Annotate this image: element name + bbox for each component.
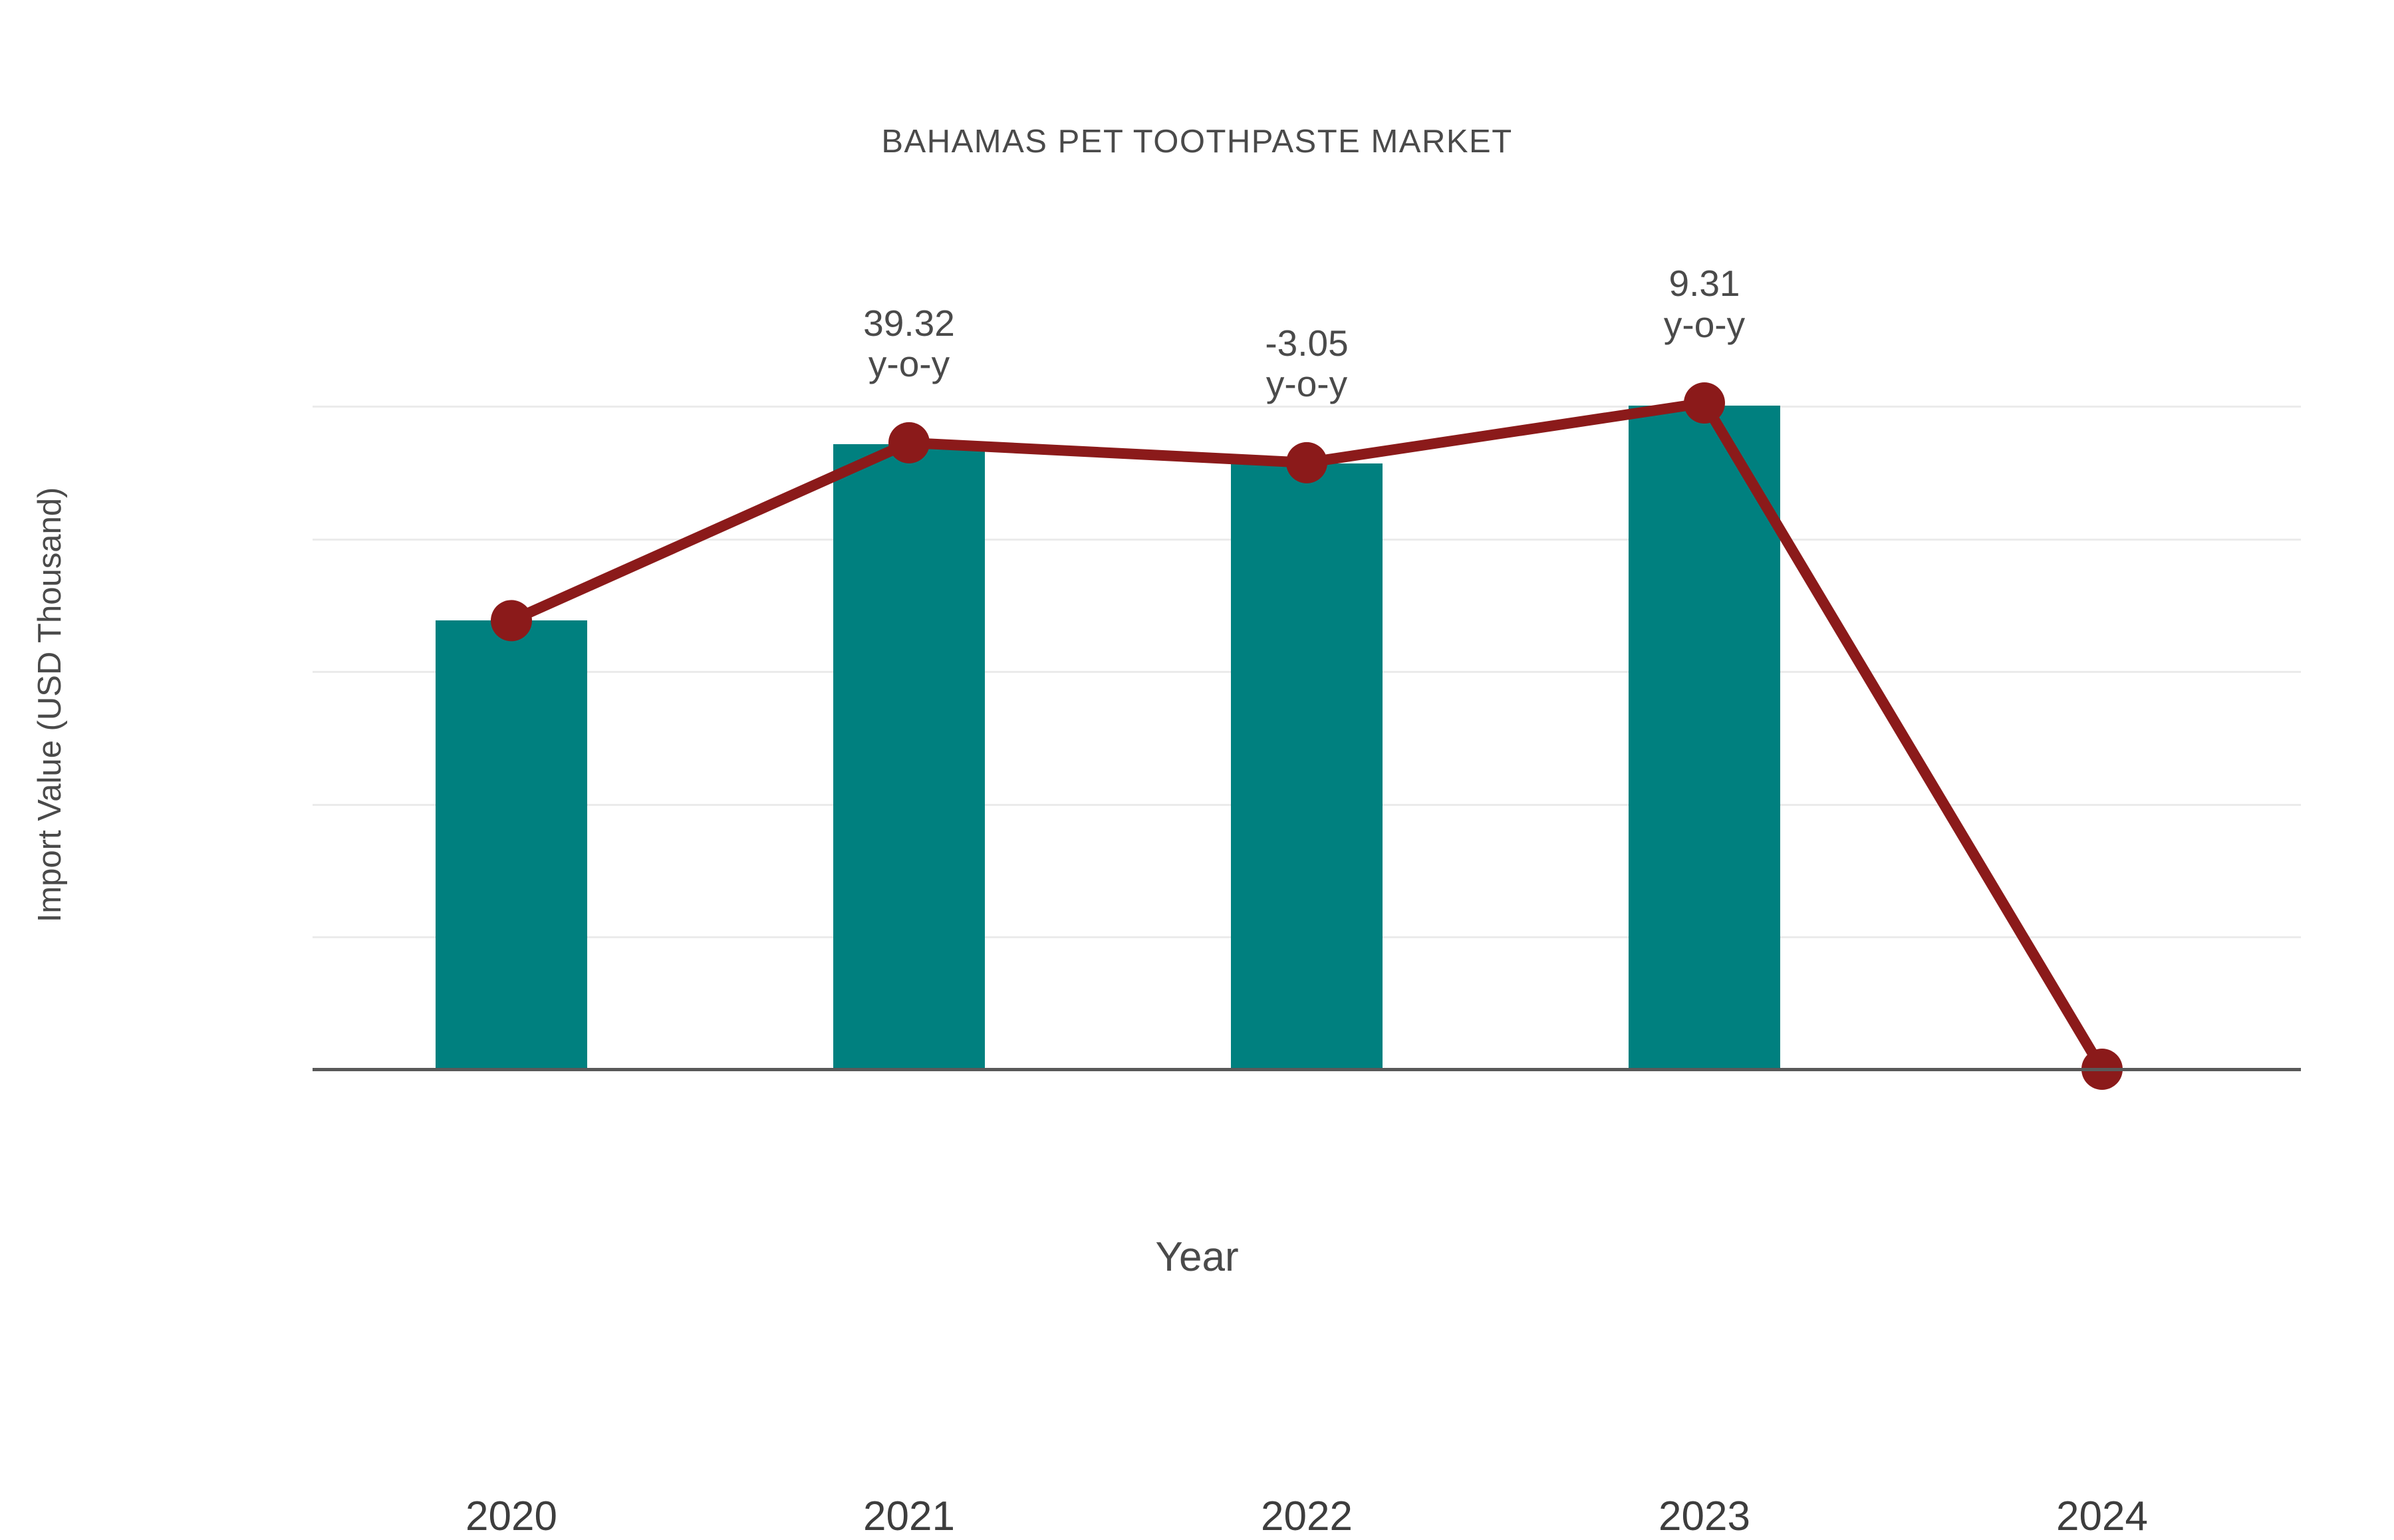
x-axis-line	[313, 1068, 2301, 1071]
yoy-unit: y-o-y	[1663, 303, 1746, 345]
x-tick-label: 2022	[1261, 1493, 1353, 1539]
yoy-unit: y-o-y	[868, 343, 950, 385]
yoy-annotation-2022: -3.05 y-o-y	[1265, 322, 1349, 405]
yoy-value: 39.32	[863, 302, 955, 344]
yoy-annotation-2021: 39.32 y-o-y	[863, 303, 955, 385]
x-tick-label: 2021	[863, 1493, 955, 1539]
x-tick-label: 2024	[2056, 1493, 2148, 1539]
x-tick-label: 2023	[1659, 1493, 1750, 1539]
yoy-value: 9.31	[1668, 263, 1740, 305]
bar-2022	[1231, 463, 1383, 1069]
x-tick-label: 2020	[466, 1493, 557, 1539]
bar-2023	[1629, 406, 1780, 1069]
x-axis-title: Year	[1155, 1234, 1239, 1280]
bar-2020	[436, 620, 587, 1069]
yoy-value: -3.05	[1265, 322, 1349, 364]
chart-container: BAHAMAS PET TOOTHPASTE MARKET Import Val…	[32, 124, 2301, 1539]
bar-2021	[833, 444, 985, 1069]
yoy-annotation-2023: 9.31 y-o-y	[1664, 263, 1745, 345]
plot-area: 05001000150020002500 39.32y-o-y-3.05y-o-…	[313, 263, 2301, 1539]
chart-title: BAHAMAS PET TOOTHPASTE MARKET	[881, 124, 1513, 160]
gridline	[313, 406, 2301, 408]
y-axis-title: Import Value (USD Thousand)	[32, 487, 68, 923]
yoy-unit: y-o-y	[1265, 363, 1348, 405]
